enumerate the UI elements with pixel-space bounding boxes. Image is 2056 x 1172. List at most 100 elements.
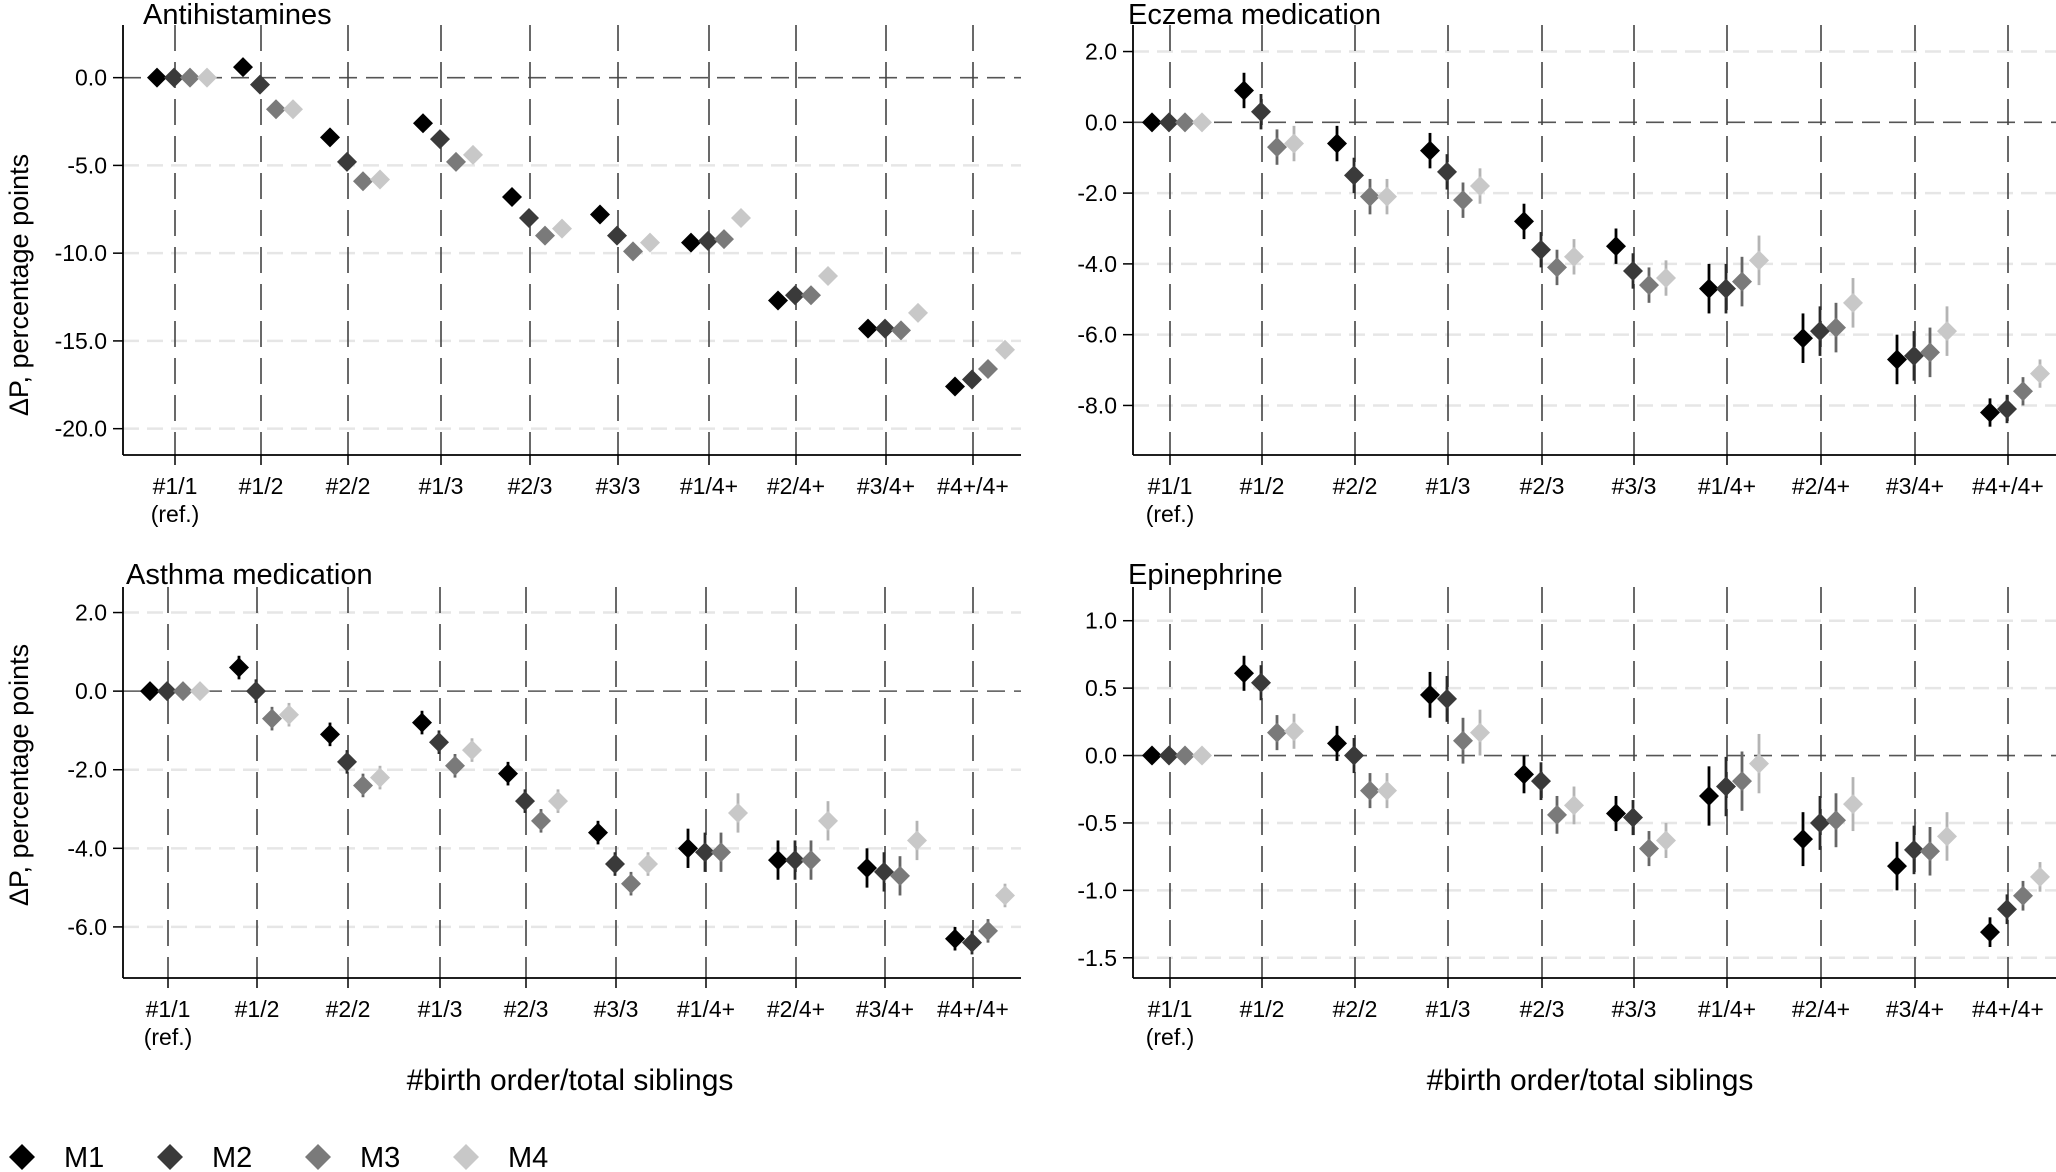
series-M1 bbox=[1142, 72, 2000, 427]
data-point bbox=[1904, 839, 1924, 860]
data-point bbox=[190, 681, 210, 702]
panel-title: Antihistamines bbox=[143, 0, 332, 31]
data-point bbox=[1234, 80, 1254, 101]
data-point bbox=[588, 822, 608, 843]
data-point bbox=[1606, 803, 1626, 824]
data-point bbox=[785, 850, 805, 871]
data-point bbox=[429, 732, 449, 753]
panel-top-left: Antihistamines 0.0 -5.0 -10.0 -15.0 -20.0 #1/1… bbox=[55, 0, 1021, 527]
legend: M1 M2 M3 M4 bbox=[9, 1142, 548, 1172]
x-tick-label: #1/2 bbox=[239, 473, 284, 499]
data-point bbox=[1793, 328, 1813, 349]
legend-marker bbox=[453, 1144, 479, 1170]
data-point bbox=[995, 339, 1015, 360]
data-point bbox=[1639, 275, 1659, 296]
y-tick-label: -6.0 bbox=[1077, 322, 1117, 348]
data-point bbox=[1732, 271, 1752, 292]
legend-item-M4: M4 bbox=[453, 1142, 548, 1172]
data-point bbox=[1284, 721, 1304, 742]
data-point bbox=[266, 99, 286, 120]
data-point bbox=[250, 74, 270, 95]
panels: Antihistamines 0.0 -5.0 -10.0 -15.0 -20.0 #1/1… bbox=[55, 0, 2056, 1050]
data-point bbox=[681, 232, 701, 253]
data-point bbox=[1234, 663, 1254, 684]
data-point bbox=[180, 67, 200, 88]
data-point bbox=[1826, 810, 1846, 831]
legend-marker bbox=[305, 1144, 331, 1170]
data-point bbox=[548, 791, 568, 812]
data-point bbox=[1267, 137, 1287, 158]
x-tick-label: #3/3 bbox=[594, 996, 639, 1022]
data-point bbox=[945, 928, 965, 949]
data-point bbox=[1980, 402, 2000, 423]
data-point bbox=[1623, 807, 1643, 828]
y-tick-label: 0.0 bbox=[1085, 743, 1117, 769]
data-point bbox=[229, 657, 249, 678]
x-tick-label: #2/4+ bbox=[1792, 996, 1850, 1022]
data-point bbox=[818, 810, 838, 831]
data-point bbox=[353, 775, 373, 796]
data-point bbox=[801, 850, 821, 871]
data-point bbox=[962, 369, 982, 390]
y-tick-label: 0.0 bbox=[75, 65, 107, 91]
data-point bbox=[1192, 745, 1212, 766]
series-M3 bbox=[180, 67, 998, 379]
x-tick-label: #1/1 bbox=[146, 996, 191, 1022]
y-tick-label: 1.0 bbox=[1085, 608, 1117, 634]
data-point bbox=[279, 704, 299, 725]
x-tick-label: #1/4+ bbox=[677, 996, 735, 1022]
data-point bbox=[1514, 764, 1534, 785]
x-axis-label-left: #birth order/total siblings bbox=[407, 1064, 734, 1097]
data-point bbox=[515, 791, 535, 812]
series-M3 bbox=[1175, 715, 2033, 911]
data-point bbox=[857, 857, 877, 878]
x-tick-label: #2/2 bbox=[326, 996, 371, 1022]
x-axis-label-right: #birth order/total siblings bbox=[1427, 1064, 1754, 1097]
data-point bbox=[1656, 268, 1676, 289]
x-tick-label: #2/2 bbox=[326, 473, 371, 499]
data-point bbox=[1656, 830, 1676, 851]
data-point bbox=[1437, 688, 1457, 709]
data-point bbox=[1344, 165, 1364, 186]
series-M3 bbox=[1175, 112, 2033, 406]
y-axis-label-top: ΔP, percentage points bbox=[4, 154, 34, 416]
data-point bbox=[552, 218, 572, 239]
data-point bbox=[875, 318, 895, 339]
legend-item-M2: M2 bbox=[157, 1142, 252, 1172]
data-point bbox=[1716, 776, 1736, 797]
data-point bbox=[1920, 342, 1940, 363]
series-M4 bbox=[197, 67, 1015, 360]
data-point bbox=[1749, 250, 1769, 271]
data-point bbox=[640, 232, 660, 253]
data-point bbox=[638, 854, 658, 875]
ref-note: (ref.) bbox=[144, 1024, 193, 1050]
x-tick-label: #1/1 bbox=[1148, 473, 1193, 499]
series-M2 bbox=[1159, 665, 2017, 925]
data-point bbox=[445, 755, 465, 776]
y-tick-label: 2.0 bbox=[1085, 39, 1117, 65]
x-tick-label: #2/4+ bbox=[767, 996, 825, 1022]
x-tick-label: #1/1 bbox=[153, 473, 198, 499]
data-point bbox=[320, 724, 340, 745]
data-point bbox=[519, 208, 539, 229]
data-point bbox=[1531, 239, 1551, 260]
legend-marker bbox=[9, 1144, 35, 1170]
data-point bbox=[1749, 753, 1769, 774]
data-point bbox=[164, 67, 184, 88]
data-point bbox=[462, 740, 482, 761]
y-tick-label: -4.0 bbox=[1077, 251, 1117, 277]
data-point bbox=[1887, 349, 1907, 370]
data-point bbox=[197, 67, 217, 88]
ref-note: (ref.) bbox=[1146, 501, 1195, 527]
y-tick-label: -15.0 bbox=[55, 328, 107, 354]
data-point bbox=[1377, 186, 1397, 207]
data-point bbox=[1732, 771, 1752, 792]
data-point bbox=[140, 681, 160, 702]
data-point bbox=[1843, 794, 1863, 815]
x-tick-label: #3/4+ bbox=[1886, 996, 1944, 1022]
data-point bbox=[1360, 780, 1380, 801]
data-point bbox=[1564, 795, 1584, 816]
x-tick-label: #1/2 bbox=[1240, 996, 1285, 1022]
data-point bbox=[1716, 278, 1736, 299]
series-M4 bbox=[190, 681, 1015, 908]
